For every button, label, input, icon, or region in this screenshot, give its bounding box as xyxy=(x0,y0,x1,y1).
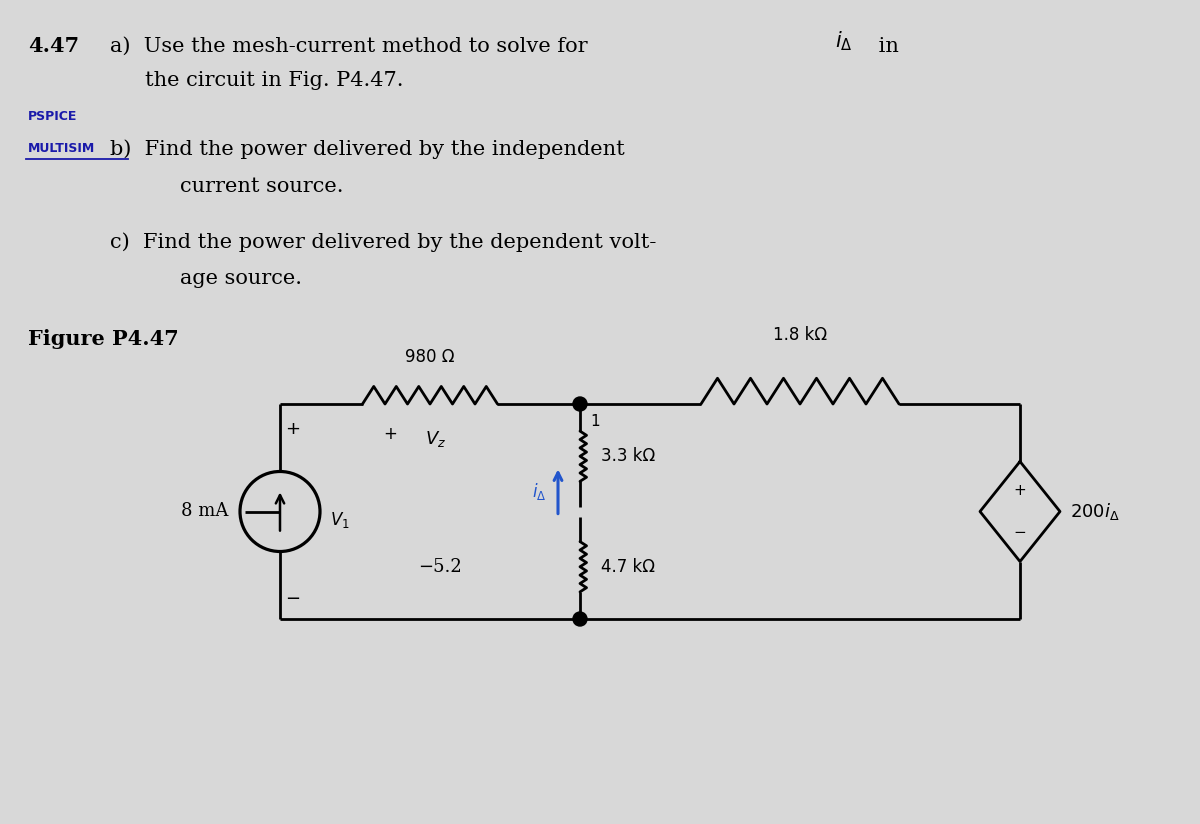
Text: 1: 1 xyxy=(590,414,600,429)
Text: 8 mA: 8 mA xyxy=(181,503,228,521)
Text: $V_z$: $V_z$ xyxy=(425,429,446,449)
Text: Figure P4.47: Figure P4.47 xyxy=(28,329,179,349)
Text: in: in xyxy=(872,36,899,55)
Text: $i_\Delta$: $i_\Delta$ xyxy=(532,481,546,502)
Text: 1.8 kΩ: 1.8 kΩ xyxy=(773,325,827,344)
Text: −: − xyxy=(1014,525,1026,540)
Text: a)  Use the mesh-current method to solve for: a) Use the mesh-current method to solve … xyxy=(110,36,594,55)
Text: PSPICE: PSPICE xyxy=(28,110,77,123)
Text: $200i_\Delta$: $200i_\Delta$ xyxy=(1070,501,1120,522)
Text: +: + xyxy=(383,425,397,443)
Circle shape xyxy=(574,612,587,626)
Text: −5.2: −5.2 xyxy=(418,558,462,576)
Text: 4.7 kΩ: 4.7 kΩ xyxy=(601,558,655,576)
Text: $i_\Delta$: $i_\Delta$ xyxy=(835,29,853,53)
Text: the circuit in Fig. P4.47.: the circuit in Fig. P4.47. xyxy=(145,71,403,90)
Text: $V_1$: $V_1$ xyxy=(330,509,349,530)
Text: +: + xyxy=(1014,483,1026,498)
Text: 4.47: 4.47 xyxy=(28,36,79,56)
Text: 980 Ω: 980 Ω xyxy=(406,348,455,366)
Text: current source.: current source. xyxy=(180,176,343,195)
Text: c)  Find the power delivered by the dependent volt-: c) Find the power delivered by the depen… xyxy=(110,232,656,252)
Text: −: − xyxy=(286,590,300,608)
Text: b)  Find the power delivered by the independent: b) Find the power delivered by the indep… xyxy=(110,139,625,159)
Text: +: + xyxy=(286,420,300,438)
Text: MULTISIM: MULTISIM xyxy=(28,143,95,156)
Text: 3.3 kΩ: 3.3 kΩ xyxy=(601,447,655,466)
Circle shape xyxy=(574,397,587,411)
Text: age source.: age source. xyxy=(180,269,302,288)
